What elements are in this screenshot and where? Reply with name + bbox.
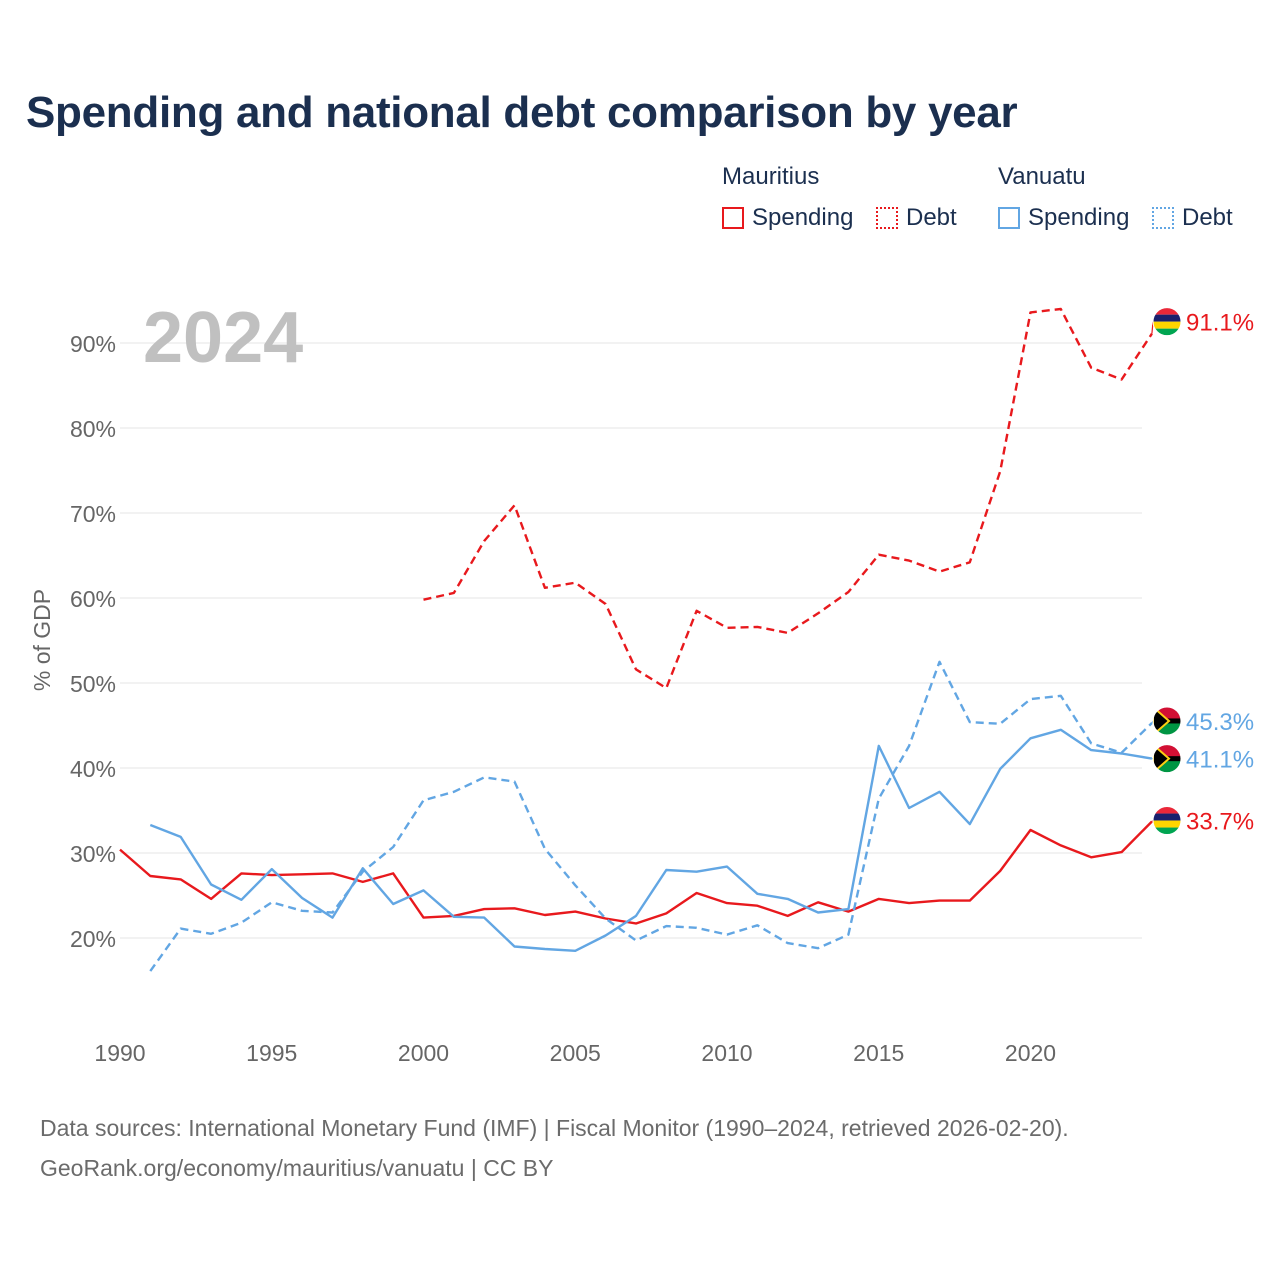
flag-stripe: [1153, 720, 1181, 735]
x-tick-label: 2005: [550, 1040, 601, 1066]
flag-stripe: [1153, 744, 1181, 759]
mauritius-flag-icon: [1152, 307, 1182, 337]
vanuatu-debt-line: [149, 660, 1153, 972]
flag-border: [1152, 744, 1182, 774]
legend-vanuatu-spending[interactable]: Spending: [998, 204, 1129, 232]
vanuatu-flag-icon: [1152, 706, 1182, 736]
y-tick-label: 30%: [70, 841, 116, 867]
legend-swatch-solid-blue: [998, 207, 1020, 229]
flag-border: [1152, 706, 1182, 736]
x-tick-label: 2015: [853, 1040, 904, 1066]
y-axis-label: % of GDP: [29, 589, 55, 691]
y-tick-label: 20%: [70, 926, 116, 952]
y-tick-label: 90%: [70, 331, 116, 357]
y-tick-label: 40%: [70, 756, 116, 782]
flag-stripe: [1153, 806, 1181, 814]
y-tick-label: 80%: [70, 416, 116, 442]
mauritius-debt-line: [423, 307, 1153, 690]
end-markers: 33.7% 91.1% 41.1% 45.3%: [1151, 307, 1254, 836]
flag-border: [1152, 806, 1182, 836]
mauritius-spending-line: [119, 820, 1153, 925]
flag-border: [1152, 307, 1182, 337]
end-connector: [1151, 321, 1154, 334]
legend-label: Debt: [906, 204, 957, 231]
flag-stripe: [1153, 328, 1181, 336]
legend-mauritius-debt[interactable]: Debt: [876, 204, 957, 232]
vanuatu-spending-line: [149, 728, 1153, 952]
flag-stripe: [1153, 820, 1181, 828]
y-tick-label: 50%: [70, 671, 116, 697]
legend-label: Debt: [1182, 204, 1233, 231]
end-connector: [1151, 720, 1154, 724]
x-tick-label: 2020: [1005, 1040, 1056, 1066]
legend-swatch-dotted-red: [876, 207, 898, 229]
legend-mauritius-heading: Mauritius: [722, 163, 820, 190]
legend-vanuatu-debt[interactable]: Debt: [1152, 204, 1233, 232]
flag-stripe: [1153, 756, 1181, 762]
legend-swatch-dotted-blue: [1152, 207, 1174, 229]
flag-stripe: [1153, 758, 1181, 773]
end-value-label: 41.1%: [1186, 747, 1254, 774]
legend-vanuatu-heading: Vanuatu: [998, 163, 1086, 190]
flag-stripe: [1153, 314, 1181, 322]
flag-triangle: [1153, 706, 1171, 735]
end-value-label: 33.7%: [1186, 809, 1254, 836]
flag-stripe: [1153, 718, 1181, 724]
end-value-label: 45.3%: [1186, 709, 1254, 736]
axis-labels: 20% 30% 40% 50% 60% 70% 80% 90% 1990 1995 2000 2005…: [70, 331, 1056, 1066]
data-sources: Data sources: International Monetary Fun…: [40, 1108, 1069, 1188]
flag-stripes: [1153, 307, 1181, 336]
x-tick-label: 2000: [398, 1040, 449, 1066]
legend-label: Spending: [752, 204, 854, 231]
x-tick-label: 1995: [246, 1040, 297, 1066]
flag-triangle: [1153, 744, 1171, 773]
x-tick-label: 2010: [701, 1040, 752, 1066]
flag-stripes: [1153, 744, 1181, 773]
flag-stripe: [1153, 706, 1181, 721]
vanuatu-flag-icon: [1152, 744, 1182, 774]
mauritius-flag-icon: [1152, 806, 1182, 836]
current-year-label: 2024: [143, 298, 303, 378]
end-value-label: 91.1%: [1186, 310, 1254, 337]
flag-stripe: [1153, 307, 1181, 315]
flag-stripe: [1153, 321, 1181, 329]
flag-stripes: [1153, 806, 1181, 835]
sources-line-1: Data sources: International Monetary Fun…: [40, 1115, 1069, 1141]
end-connector: [1151, 820, 1154, 822]
legend-swatch-solid-red: [722, 207, 744, 229]
flag-stripe: [1153, 813, 1181, 821]
chart-title: Spending and national debt comparison by…: [26, 88, 1018, 137]
legend-mauritius-spending[interactable]: Spending: [722, 204, 853, 232]
y-tick-label: 60%: [70, 586, 116, 612]
y-tick-label: 70%: [70, 501, 116, 527]
flag-stripes: [1153, 706, 1181, 735]
sources-link-line[interactable]: GeoRank.org/economy/mauritius/vanuatu | …: [40, 1155, 554, 1181]
x-tick-label: 1990: [94, 1040, 145, 1066]
grid-lines: [120, 342, 1142, 939]
flag-stripe: [1153, 827, 1181, 835]
series-lines: [119, 307, 1153, 972]
legend-label: Spending: [1028, 204, 1130, 231]
